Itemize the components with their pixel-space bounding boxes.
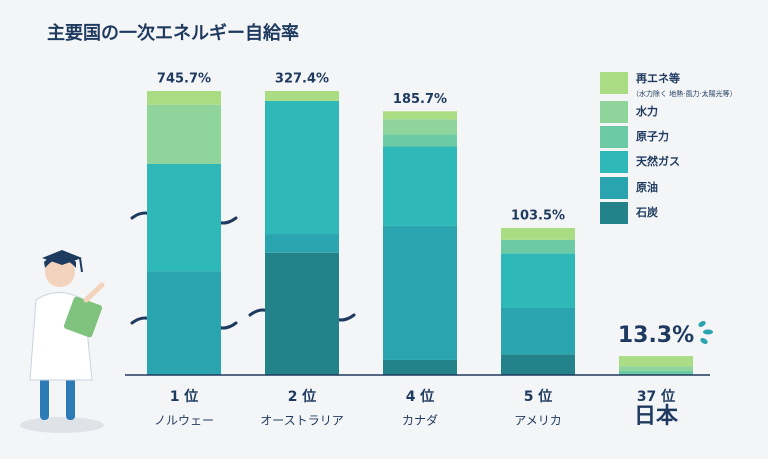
bar-segment: [265, 100, 339, 235]
bar-segment: [383, 119, 457, 135]
total-label: 13.3%: [618, 323, 694, 348]
category-label: 日本: [634, 404, 679, 429]
bar-segment: [501, 228, 575, 240]
bar-segment: [147, 91, 221, 105]
bar-segment: [619, 366, 693, 371]
total-label: 327.4%: [275, 72, 329, 87]
bar-segment: [383, 359, 457, 375]
legend-swatch: [600, 177, 628, 199]
legend-label: 水力: [635, 104, 658, 118]
legend-label: 石炭: [635, 205, 658, 219]
total-label: 185.7%: [393, 92, 447, 107]
bar-segment: [265, 252, 339, 375]
bar-segment: [147, 104, 221, 164]
bar-segment: [147, 163, 221, 272]
legend-label: 原子力: [636, 129, 669, 143]
scientist-illustration: [20, 250, 105, 433]
category-label: オーストラリア: [260, 414, 343, 428]
legend-swatch: [600, 126, 628, 148]
bar-segment: [619, 370, 693, 375]
bar-segment: [265, 91, 339, 101]
category-label: ノルウェー: [154, 414, 214, 428]
rank-label: 1 位: [170, 388, 199, 405]
legend-swatch: [600, 101, 628, 123]
legend-label: 再エネ等: [636, 71, 680, 85]
legend-label: 天然ガス: [636, 154, 680, 168]
rank-label: 4 位: [406, 388, 435, 405]
bar-segment: [383, 146, 457, 226]
bar-segment: [147, 271, 221, 375]
splash-icon: [698, 321, 713, 344]
rank-label: 37 位: [637, 388, 675, 405]
legend-note: （水力除く 地熱·風力·太陽光等）: [632, 89, 737, 98]
bar-segment: [383, 225, 457, 360]
legend-label: 原油: [636, 180, 658, 194]
bar-segment: [383, 134, 457, 147]
bar-segment: [501, 253, 575, 308]
bar-segment: [383, 111, 457, 120]
bar-segment: [501, 354, 575, 375]
category-label: アメリカ: [514, 414, 561, 428]
bar-segment: [619, 356, 693, 367]
legend-swatch: [600, 151, 628, 173]
rank-label: 5 位: [524, 388, 553, 405]
rank-label: 2 位: [288, 388, 317, 405]
bar-segment: [501, 239, 575, 254]
total-label: 103.5%: [511, 209, 565, 224]
category-label: カナダ: [402, 413, 438, 428]
bar-segment: [501, 307, 575, 355]
total-label: 745.7%: [157, 72, 211, 87]
bar-segment: [265, 234, 339, 253]
legend-swatch: [600, 202, 628, 224]
legend-swatch: [600, 72, 628, 94]
chart-title: 主要国の一次エネルギー自給率: [47, 22, 299, 44]
